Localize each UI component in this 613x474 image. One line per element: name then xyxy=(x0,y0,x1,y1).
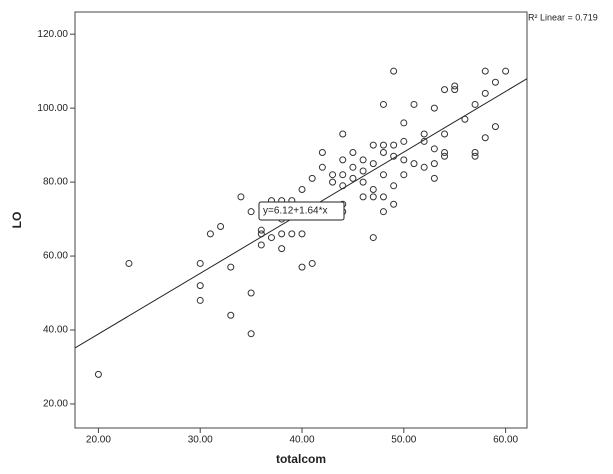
chart: totalcom LO R² Linear = 0.719 y=6.12+1.6… xyxy=(0,0,613,469)
y-axis-title: LO xyxy=(10,212,24,229)
y-tick-label: 80.00 xyxy=(43,177,68,188)
y-tick-label: 60.00 xyxy=(43,251,68,262)
y-tick-label: 120.00 xyxy=(37,29,68,40)
x-tick-label: 20.00 xyxy=(86,435,111,446)
fit-label: R² Linear = 0.719 xyxy=(528,12,598,22)
y-tick-label: 40.00 xyxy=(43,325,68,336)
x-tick-label: 50.00 xyxy=(391,435,416,446)
y-tick-label: 20.00 xyxy=(43,399,68,410)
y-tick-label: 100.00 xyxy=(37,103,68,114)
annotation: y=6.12+1.64*x xyxy=(263,206,328,217)
x-tick-label: 40.00 xyxy=(290,435,315,446)
x-tick-label: 30.00 xyxy=(188,435,213,446)
x-tick-label: 60.00 xyxy=(493,435,518,446)
x-axis-title: totalcom xyxy=(276,452,326,466)
